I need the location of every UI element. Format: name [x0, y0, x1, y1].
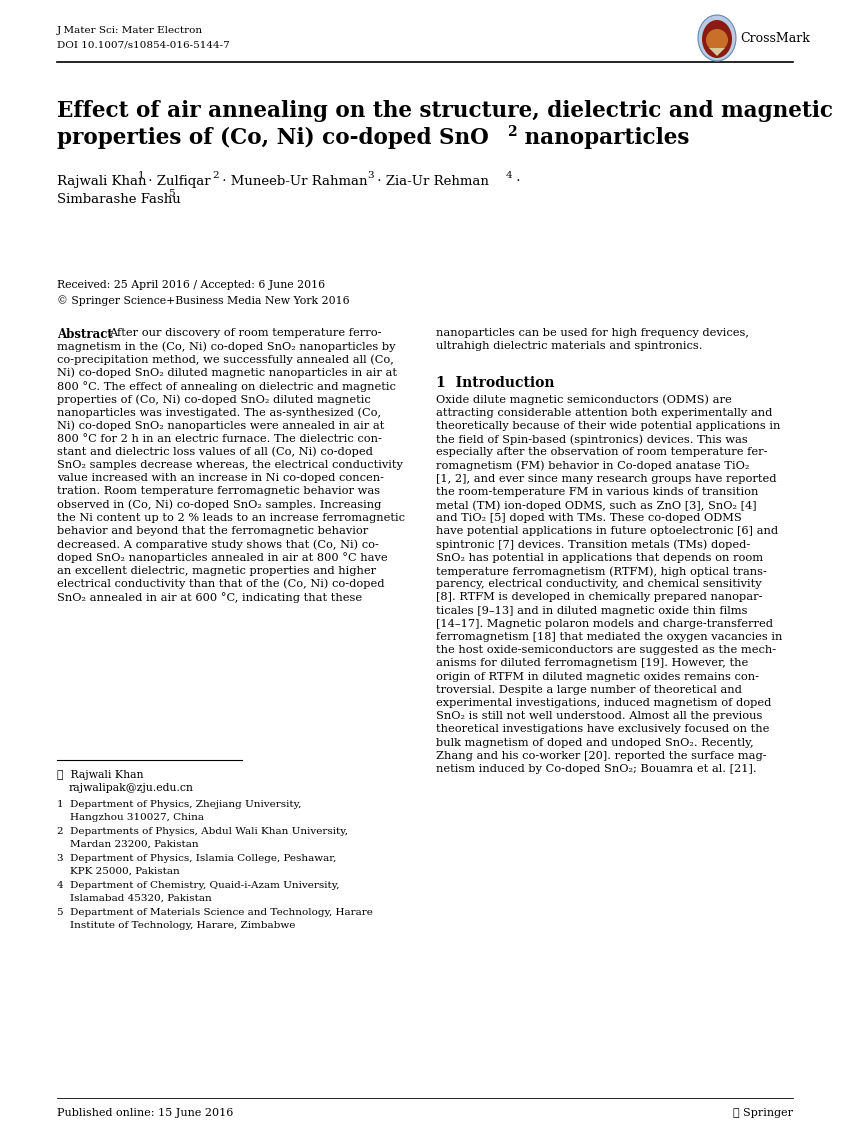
- Text: 4  Department of Chemistry, Quaid-i-Azam University,: 4 Department of Chemistry, Quaid-i-Azam …: [57, 882, 339, 891]
- Text: Rajwali Khan: Rajwali Khan: [57, 175, 146, 189]
- Text: ultrahigh dielectric materials and spintronics.: ultrahigh dielectric materials and spint…: [436, 341, 702, 351]
- Text: 2  Departments of Physics, Abdul Wali Khan University,: 2 Departments of Physics, Abdul Wali Kha…: [57, 828, 348, 837]
- Text: Effect of air annealing on the structure, dielectric and magnetic: Effect of air annealing on the structure…: [57, 100, 833, 122]
- Text: magnetism in the (Co, Ni) co-doped SnO₂ nanoparticles by: magnetism in the (Co, Ni) co-doped SnO₂ …: [57, 341, 395, 352]
- Text: spintronic [7] devices. Transition metals (TMs) doped-: spintronic [7] devices. Transition metal…: [436, 540, 751, 550]
- Text: Simbarashe Fashu: Simbarashe Fashu: [57, 193, 181, 205]
- Text: Published online: 15 June 2016: Published online: 15 June 2016: [57, 1108, 234, 1118]
- Text: 800 °C. The effect of annealing on dielectric and magnetic: 800 °C. The effect of annealing on diele…: [57, 380, 396, 392]
- Text: romagnetism (FM) behavior in Co-doped anatase TiO₂: romagnetism (FM) behavior in Co-doped an…: [436, 461, 750, 471]
- Text: Ni) co-doped SnO₂ nanoparticles were annealed in air at: Ni) co-doped SnO₂ nanoparticles were ann…: [57, 420, 384, 431]
- Text: the host oxide-semiconductors are suggested as the mech-: the host oxide-semiconductors are sugges…: [436, 645, 776, 655]
- Text: bulk magnetism of doped and undoped SnO₂. Recently,: bulk magnetism of doped and undoped SnO₂…: [436, 737, 754, 747]
- Text: ferromagnetism [18] that mediated the oxygen vacancies in: ferromagnetism [18] that mediated the ox…: [436, 632, 782, 642]
- Text: ticales [9–13] and in diluted magnetic oxide thin films: ticales [9–13] and in diluted magnetic o…: [436, 605, 747, 615]
- Text: decreased. A comparative study shows that (Co, Ni) co-: decreased. A comparative study shows tha…: [57, 540, 379, 550]
- Text: 3: 3: [367, 170, 374, 180]
- Text: 800 °C for 2 h in an electric furnace. The dielectric con-: 800 °C for 2 h in an electric furnace. T…: [57, 434, 382, 444]
- Text: theoretical investigations have exclusively focused on the: theoretical investigations have exclusiv…: [436, 725, 769, 734]
- Text: nanoparticles can be used for high frequency devices,: nanoparticles can be used for high frequ…: [436, 329, 749, 338]
- Text: KPK 25000, Pakistan: KPK 25000, Pakistan: [57, 867, 179, 876]
- Text: and TiO₂ [5] doped with TMs. These co-doped ODMS: and TiO₂ [5] doped with TMs. These co-do…: [436, 514, 742, 523]
- Text: the field of Spin-based (spintronics) devices. This was: the field of Spin-based (spintronics) de…: [436, 434, 748, 445]
- Text: · Muneeb-Ur Rahman: · Muneeb-Ur Rahman: [218, 175, 367, 189]
- Text: attracting considerable attention both experimentally and: attracting considerable attention both e…: [436, 408, 773, 418]
- Text: SnO₂ samples decrease whereas, the electrical conductivity: SnO₂ samples decrease whereas, the elect…: [57, 460, 403, 470]
- Text: CrossMark: CrossMark: [740, 32, 810, 44]
- Text: parency, electrical conductivity, and chemical sensitivity: parency, electrical conductivity, and ch…: [436, 579, 762, 589]
- Text: Institute of Technology, Harare, Zimbabwe: Institute of Technology, Harare, Zimbabw…: [57, 921, 296, 930]
- Text: Islamabad 45320, Pakistan: Islamabad 45320, Pakistan: [57, 894, 212, 903]
- Text: Hangzhou 310027, China: Hangzhou 310027, China: [57, 813, 204, 822]
- Text: netism induced by Co-doped SnO₂; Bouamra et al. [21].: netism induced by Co-doped SnO₂; Bouamra…: [436, 764, 756, 774]
- Text: 3  Department of Physics, Islamia College, Peshawar,: 3 Department of Physics, Islamia College…: [57, 855, 337, 864]
- Text: 2: 2: [507, 125, 517, 139]
- Text: 1  Department of Physics, Zhejiang University,: 1 Department of Physics, Zhejiang Univer…: [57, 800, 302, 809]
- Text: observed in (Co, Ni) co-doped SnO₂ samples. Increasing: observed in (Co, Ni) co-doped SnO₂ sampl…: [57, 500, 382, 510]
- Text: After our discovery of room temperature ferro-: After our discovery of room temperature …: [109, 329, 382, 338]
- Text: 2: 2: [212, 170, 218, 180]
- Text: Ni) co-doped SnO₂ diluted magnetic nanoparticles in air at: Ni) co-doped SnO₂ diluted magnetic nanop…: [57, 368, 397, 378]
- Ellipse shape: [706, 29, 728, 51]
- Text: the Ni content up to 2 % leads to an increase ferromagnetic: the Ni content up to 2 % leads to an inc…: [57, 513, 405, 523]
- Text: co-precipitation method, we successfully annealed all (Co,: co-precipitation method, we successfully…: [57, 355, 394, 365]
- Text: · Zia-Ur Rehman: · Zia-Ur Rehman: [373, 175, 489, 189]
- Text: anisms for diluted ferromagnetism [19]. However, the: anisms for diluted ferromagnetism [19]. …: [436, 658, 748, 668]
- Text: origin of RTFM in diluted magnetic oxides remains con-: origin of RTFM in diluted magnetic oxide…: [436, 672, 759, 682]
- Text: stant and dielectric loss values of all (Co, Ni) co-doped: stant and dielectric loss values of all …: [57, 447, 373, 457]
- Text: metal (TM) ion-doped ODMS, such as ZnO [3], SnO₂ [4]: metal (TM) ion-doped ODMS, such as ZnO […: [436, 500, 756, 510]
- Text: Mardan 23200, Pakistan: Mardan 23200, Pakistan: [57, 840, 199, 849]
- Text: behavior and beyond that the ferromagnetic behavior: behavior and beyond that the ferromagnet…: [57, 526, 368, 536]
- Text: Abstract: Abstract: [57, 329, 113, 341]
- Text: properties of (Co, Ni) co-doped SnO₂ diluted magnetic: properties of (Co, Ni) co-doped SnO₂ dil…: [57, 394, 371, 404]
- Text: rajwalipak@zju.edu.cn: rajwalipak@zju.edu.cn: [69, 784, 194, 793]
- Text: the room-temperature FM in various kinds of transition: the room-temperature FM in various kinds…: [436, 487, 758, 497]
- Text: troversial. Despite a large number of theoretical and: troversial. Despite a large number of th…: [436, 685, 742, 694]
- Text: temperature ferromagnetism (RTFM), high optical trans-: temperature ferromagnetism (RTFM), high …: [436, 566, 767, 577]
- Text: SnO₂ is still not well understood. Almost all the previous: SnO₂ is still not well understood. Almos…: [436, 711, 762, 721]
- Text: 1  Introduction: 1 Introduction: [436, 376, 554, 391]
- Text: J Mater Sci: Mater Electron: J Mater Sci: Mater Electron: [57, 26, 203, 35]
- Text: especially after the observation of room temperature fer-: especially after the observation of room…: [436, 447, 768, 457]
- Text: electrical conductivity than that of the (Co, Ni) co-doped: electrical conductivity than that of the…: [57, 579, 384, 589]
- Text: [8]. RTFM is developed in chemically prepared nanopar-: [8]. RTFM is developed in chemically pre…: [436, 593, 762, 603]
- Text: · Zulfiqar: · Zulfiqar: [144, 175, 211, 189]
- Text: Received: 25 April 2016 / Accepted: 6 June 2016: Received: 25 April 2016 / Accepted: 6 Ju…: [57, 280, 325, 290]
- Text: DOI 10.1007/s10854-016-5144-7: DOI 10.1007/s10854-016-5144-7: [57, 40, 230, 49]
- Text: experimental investigations, induced magnetism of doped: experimental investigations, induced mag…: [436, 698, 772, 708]
- Text: nanoparticles was investigated. The as-synthesized (Co,: nanoparticles was investigated. The as-s…: [57, 408, 381, 418]
- Text: Zhang and his co-worker [20]. reported the surface mag-: Zhang and his co-worker [20]. reported t…: [436, 751, 767, 761]
- Text: © Springer Science+Business Media New York 2016: © Springer Science+Business Media New Yo…: [57, 295, 349, 306]
- Text: ·: ·: [512, 175, 520, 189]
- Text: 5: 5: [168, 189, 174, 198]
- Text: 5  Department of Materials Science and Technology, Harare: 5 Department of Materials Science and Te…: [57, 909, 373, 918]
- Text: theoretically because of their wide potential applications in: theoretically because of their wide pote…: [436, 421, 780, 431]
- Text: value increased with an increase in Ni co-doped concen-: value increased with an increase in Ni c…: [57, 473, 384, 483]
- Text: ✉  Rajwali Khan: ✉ Rajwali Khan: [57, 770, 144, 780]
- Text: have potential applications in future optoelectronic [6] and: have potential applications in future op…: [436, 526, 778, 536]
- Text: 1: 1: [138, 170, 145, 180]
- Text: Oxide dilute magnetic semiconductors (ODMS) are: Oxide dilute magnetic semiconductors (OD…: [436, 394, 732, 405]
- Text: properties of (Co, Ni) co-doped SnO: properties of (Co, Ni) co-doped SnO: [57, 126, 489, 149]
- Text: 4: 4: [506, 170, 513, 180]
- Text: SnO₂ has potential in applications that depends on room: SnO₂ has potential in applications that …: [436, 553, 763, 562]
- Text: tration. Room temperature ferromagnetic behavior was: tration. Room temperature ferromagnetic …: [57, 487, 380, 497]
- Text: SnO₂ annealed in air at 600 °C, indicating that these: SnO₂ annealed in air at 600 °C, indicati…: [57, 592, 362, 603]
- Polygon shape: [709, 49, 725, 56]
- Text: [1, 2], and ever since many research groups have reported: [1, 2], and ever since many research gro…: [436, 473, 777, 483]
- Text: an excellent dielectric, magnetic properties and higher: an excellent dielectric, magnetic proper…: [57, 566, 376, 576]
- Ellipse shape: [698, 15, 736, 61]
- Ellipse shape: [702, 20, 732, 58]
- Text: ℓ Springer: ℓ Springer: [733, 1108, 793, 1118]
- Text: doped SnO₂ nanoparticles annealed in air at 800 °C have: doped SnO₂ nanoparticles annealed in air…: [57, 552, 388, 563]
- Text: [14–17]. Magnetic polaron models and charge-transferred: [14–17]. Magnetic polaron models and cha…: [436, 619, 773, 629]
- Text: nanoparticles: nanoparticles: [517, 126, 689, 149]
